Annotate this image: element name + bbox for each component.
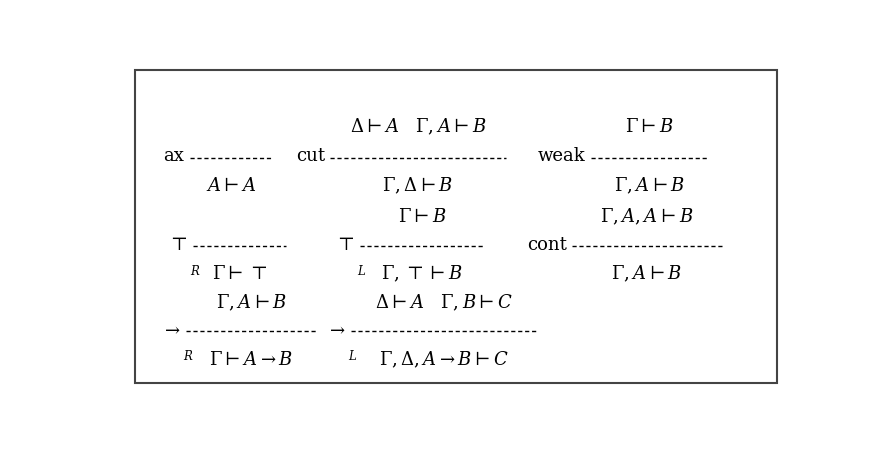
Text: $\Gamma,\Delta,A\rightarrow B\vdash C$: $\Gamma,\Delta,A\rightarrow B\vdash C$ bbox=[379, 350, 509, 370]
Text: $\Gamma\vdash A\rightarrow B$: $\Gamma\vdash A\rightarrow B$ bbox=[209, 351, 293, 369]
Text: ax: ax bbox=[163, 147, 184, 165]
Text: $A\vdash A$: $A\vdash A$ bbox=[206, 177, 256, 195]
Text: $\Gamma,A\vdash B$: $\Gamma,A\vdash B$ bbox=[614, 176, 686, 196]
Text: $\Gamma,A\vdash B$: $\Gamma,A\vdash B$ bbox=[611, 264, 683, 284]
Text: R: R bbox=[183, 350, 192, 363]
Text: $\Gamma\vdash\top$: $\Gamma\vdash\top$ bbox=[212, 265, 267, 283]
FancyBboxPatch shape bbox=[135, 70, 777, 383]
Text: $\Gamma\vdash B$: $\Gamma\vdash B$ bbox=[626, 118, 674, 136]
Text: weak: weak bbox=[538, 147, 586, 165]
Text: cut: cut bbox=[296, 147, 325, 165]
Text: L: L bbox=[348, 350, 356, 363]
Text: cont: cont bbox=[527, 236, 567, 254]
Text: $\top$: $\top$ bbox=[167, 236, 188, 254]
Text: $\Gamma,\Delta\vdash B$: $\Gamma,\Delta\vdash B$ bbox=[383, 176, 454, 196]
Text: $\Gamma,A,A\vdash B$: $\Gamma,A,A\vdash B$ bbox=[601, 207, 694, 227]
Text: $\rightarrow$: $\rightarrow$ bbox=[161, 320, 181, 338]
Text: $\rightarrow$: $\rightarrow$ bbox=[326, 320, 346, 338]
Text: R: R bbox=[190, 266, 199, 279]
Text: $\Delta\vdash A$   $\Gamma,A\vdash B$: $\Delta\vdash A$ $\Gamma,A\vdash B$ bbox=[350, 117, 486, 137]
Text: $\Gamma,A\vdash B$: $\Gamma,A\vdash B$ bbox=[216, 292, 287, 313]
Text: $\Delta\vdash A$   $\Gamma,B\vdash C$: $\Delta\vdash A$ $\Gamma,B\vdash C$ bbox=[375, 292, 513, 313]
Text: $\top$: $\top$ bbox=[334, 236, 354, 254]
Text: L: L bbox=[357, 266, 365, 279]
Text: $\Gamma\vdash B$: $\Gamma\vdash B$ bbox=[398, 208, 447, 226]
Text: $\Gamma,\top\vdash B$: $\Gamma,\top\vdash B$ bbox=[382, 264, 463, 284]
